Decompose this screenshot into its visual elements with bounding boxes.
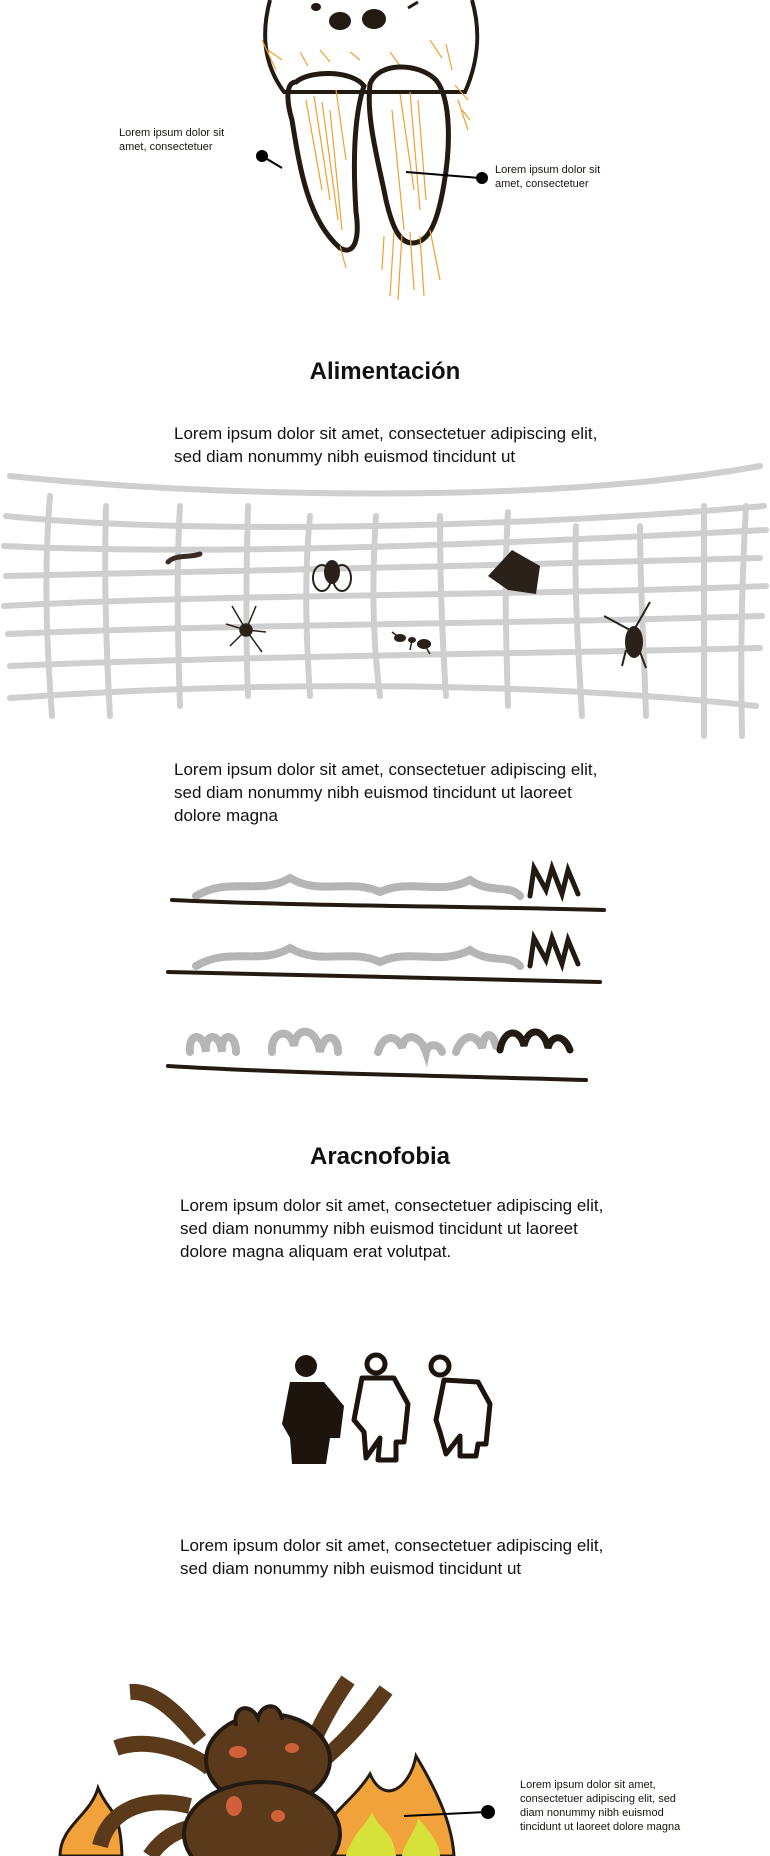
anatomy-note-right: Lorem ipsum dolor sit amet, consectetuer [495, 164, 601, 190]
ant-icon [391, 631, 431, 655]
tarantula-icon [92, 1675, 393, 1856]
alimentacion-intro: Lorem ipsum dolor sit amet, consectetuer… [174, 424, 598, 466]
person-outline-icon [428, 1354, 493, 1459]
tarantula-spots [226, 1743, 299, 1822]
spider-mouthparts-illustration [256, 0, 488, 301]
person-outline-icon [351, 1352, 411, 1463]
tarantula-flames-illustration [58, 1675, 495, 1856]
fly-icon [312, 560, 352, 592]
worm-icon [165, 551, 203, 565]
people-figures-illustration [282, 1352, 493, 1464]
web-with-prey-illustration [1, 463, 769, 739]
person-solid-icon [282, 1355, 344, 1464]
section-heading-alimentacion: Alimentación [309, 358, 461, 385]
spider-icon [225, 605, 267, 653]
alimentacion-body: Lorem ipsum dolor sit amet, consectetuer… [174, 760, 598, 825]
section-heading-aracnofobia: Aracnofobia [309, 1143, 450, 1170]
prey-count-rows-illustration [166, 859, 606, 1082]
cricket-icon [603, 601, 651, 669]
tarantula-note: Lorem ipsum dolor sit amet, consectetuer… [520, 1779, 681, 1833]
anatomy-note-left: Lorem ipsum dolor sit amet, consectetuer [119, 127, 225, 153]
moth-icon [488, 550, 540, 594]
aracnofobia-body: Lorem ipsum dolor sit amet, consectetuer… [180, 1536, 604, 1578]
flame-icon [58, 1751, 456, 1856]
aracnofobia-intro: Lorem ipsum dolor sit amet, consectetuer… [180, 1196, 604, 1261]
